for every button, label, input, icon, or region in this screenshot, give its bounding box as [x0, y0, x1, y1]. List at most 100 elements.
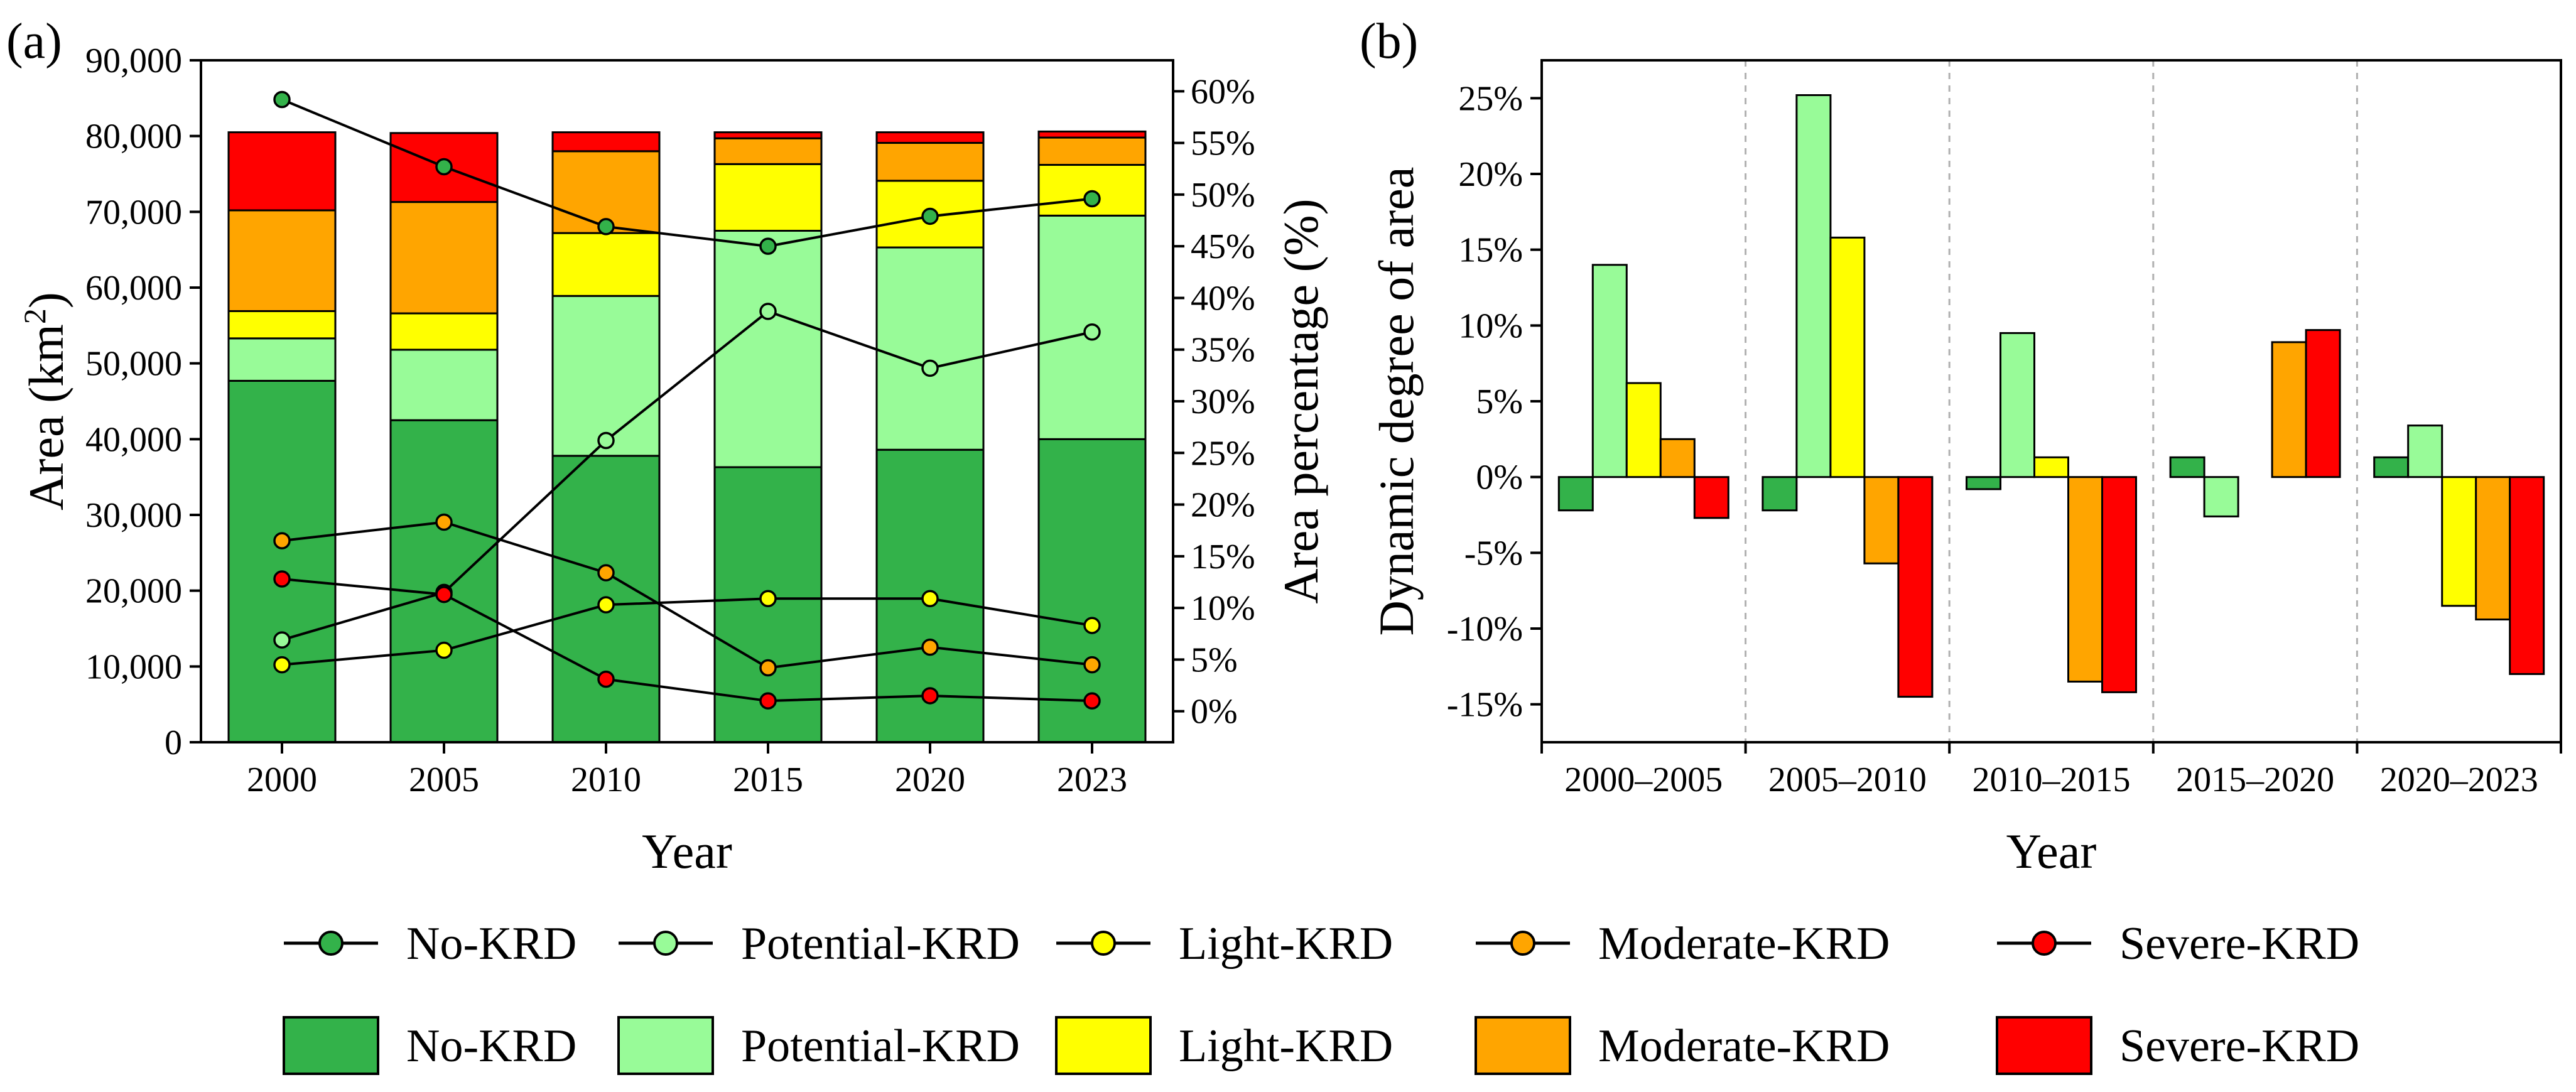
panel-b-label: (b) — [1360, 14, 1418, 69]
marker-severe-krd-2015 — [759, 692, 777, 710]
marker-severe-krd-2023 — [1083, 692, 1101, 710]
legend-line-label: Moderate-KRD — [1598, 918, 1890, 970]
marker-light-krd-2000 — [273, 656, 291, 674]
legend-line-label: Light-KRD — [1179, 918, 1393, 970]
bar-light-krd-2005 — [389, 312, 499, 351]
legend-marker-potential-krd — [653, 931, 678, 956]
legend-marker-no-krd — [318, 931, 344, 956]
x-tick-label: 2005 — [409, 760, 479, 799]
legend-swatch-moderate-krd — [1475, 1016, 1571, 1075]
bar-severe-krd-2020–2023 — [2509, 476, 2545, 675]
y-tick-label: 70,000 — [85, 193, 182, 232]
marker-light-krd-2020 — [921, 590, 939, 608]
legend-bar-label: Potential-KRD — [741, 1020, 1020, 1072]
bar-severe-krd-2005–2010 — [1897, 476, 1934, 698]
bar-potential-krd-2015 — [713, 230, 823, 468]
y2-tick-label: 50% — [1191, 176, 1255, 215]
bar-potential-krd-2020–2023 — [2407, 424, 2443, 478]
y-tick-label: 20,000 — [85, 572, 182, 611]
line-no-krd — [281, 98, 1093, 248]
bar-severe-krd-2015 — [713, 131, 823, 139]
legend-swatch-severe-krd — [1996, 1016, 2092, 1075]
x-tick-label: 2010 — [571, 760, 641, 799]
legend-bar-label: No-KRD — [406, 1020, 576, 1072]
bar-potential-krd-2005–2010 — [1795, 94, 1832, 478]
y-tick-label: -5% — [1464, 534, 1523, 573]
bar-severe-krd-2015–2020 — [2305, 329, 2341, 478]
y-axis-title-b: Dynamic degree of area — [1369, 166, 1424, 635]
bar-moderate-krd-2005–2010 — [1863, 476, 1900, 565]
bar-no-krd-2000–2005 — [1557, 476, 1594, 512]
bar-potential-krd-2020 — [875, 246, 985, 451]
y-tick-label: 60,000 — [85, 269, 182, 308]
marker-moderate-krd-2000 — [273, 532, 291, 549]
bar-light-krd-2000 — [227, 310, 337, 340]
legend-line-series: No-KRD Potential-KRD Light-KRD Moderate-KRD… — [284, 918, 2359, 970]
y-tick-label: 25% — [1458, 79, 1523, 118]
marker-potential-krd-2000 — [273, 631, 291, 649]
chart-a-stacked-bars: 0 10,000 20,000 30,000 40,000 50,000 60,000 70,… — [17, 41, 1328, 878]
bar-no-krd-2020–2023 — [2373, 456, 2410, 478]
bar-moderate-krd-2005 — [389, 201, 499, 315]
y2-tick-label: 0% — [1191, 693, 1238, 732]
y-tick-label: 20% — [1458, 155, 1523, 194]
marker-light-krd-2005 — [435, 641, 453, 659]
marker-potential-krd-2015 — [759, 303, 777, 320]
marker-moderate-krd-2020 — [921, 638, 939, 656]
bar-potential-krd-2005 — [389, 349, 499, 421]
marker-no-krd-2000 — [273, 90, 291, 109]
marker-no-krd-2010 — [597, 218, 615, 235]
legend-bar-label: Severe-KRD — [2119, 1020, 2359, 1072]
y2-tick-label: 40% — [1191, 279, 1255, 318]
legend-marker-moderate-krd — [1510, 931, 1535, 956]
y-tick-label: 10% — [1458, 306, 1523, 345]
bar-moderate-krd-2020 — [875, 142, 985, 182]
bar-potential-krd-2010–2015 — [2000, 332, 2035, 478]
bar-moderate-krd-2015 — [713, 137, 823, 165]
marker-light-krd-2023 — [1083, 617, 1101, 634]
y-tick-label: 0% — [1476, 458, 1523, 497]
y-tick-label: 40,000 — [85, 420, 182, 459]
plot-a-frame — [200, 59, 1174, 743]
y2-tick-label: 10% — [1191, 589, 1255, 628]
y-tick-label: 30,000 — [85, 496, 182, 535]
y2-tick-label: 60% — [1191, 72, 1255, 111]
marker-no-krd-2005 — [435, 158, 453, 176]
marker-severe-krd-2005 — [435, 585, 453, 603]
x-tick-label: 2000–2005 — [1564, 760, 1723, 799]
y2-axis-title-a: Area percentage (%) — [1274, 198, 1328, 603]
plot-b-frame — [1540, 59, 2562, 743]
y-tick-label: 90,000 — [85, 41, 182, 80]
line-severe-krd — [281, 578, 1093, 703]
bar-light-krd-2020–2023 — [2441, 476, 2477, 607]
legend-marker-light-krd — [1091, 931, 1116, 956]
legend-bar-label: Light-KRD — [1179, 1020, 1393, 1072]
x-tick-label: 2000 — [247, 760, 317, 799]
y-tick-label: 0 — [165, 723, 182, 762]
x-axis-title-a: Year — [642, 824, 732, 878]
marker-moderate-krd-2005 — [435, 513, 453, 531]
bar-no-krd-2005 — [389, 419, 499, 743]
x-tick-label: 2005–2010 — [1768, 760, 1927, 799]
marker-light-krd-2015 — [759, 590, 777, 608]
y-tick-label: 80,000 — [85, 117, 182, 156]
legend-line-label: Potential-KRD — [741, 918, 1020, 970]
y2-tick-label: 55% — [1191, 124, 1255, 163]
marker-severe-krd-2000 — [273, 570, 291, 588]
y2-tick-label: 15% — [1191, 538, 1255, 576]
marker-severe-krd-2010 — [597, 670, 615, 688]
x-tick-label: 2015–2020 — [2176, 760, 2334, 799]
bar-no-krd-2015–2020 — [2169, 456, 2205, 478]
marker-no-krd-2015 — [759, 237, 777, 255]
marker-potential-krd-2020 — [921, 359, 939, 377]
marker-potential-krd-2010 — [597, 431, 615, 450]
bar-moderate-krd-2000 — [227, 209, 337, 312]
legend-bar-series: No-KRD Potential-KRD Light-KRD Moderate-KRD… — [283, 1016, 2359, 1075]
marker-moderate-krd-2015 — [759, 659, 777, 677]
bar-severe-krd-2020 — [875, 131, 985, 144]
legend-line-label: No-KRD — [406, 918, 576, 970]
marker-no-krd-2020 — [921, 207, 939, 225]
bar-severe-krd-2000–2005 — [1693, 476, 1729, 519]
legend-swatch-potential-krd — [617, 1016, 714, 1075]
